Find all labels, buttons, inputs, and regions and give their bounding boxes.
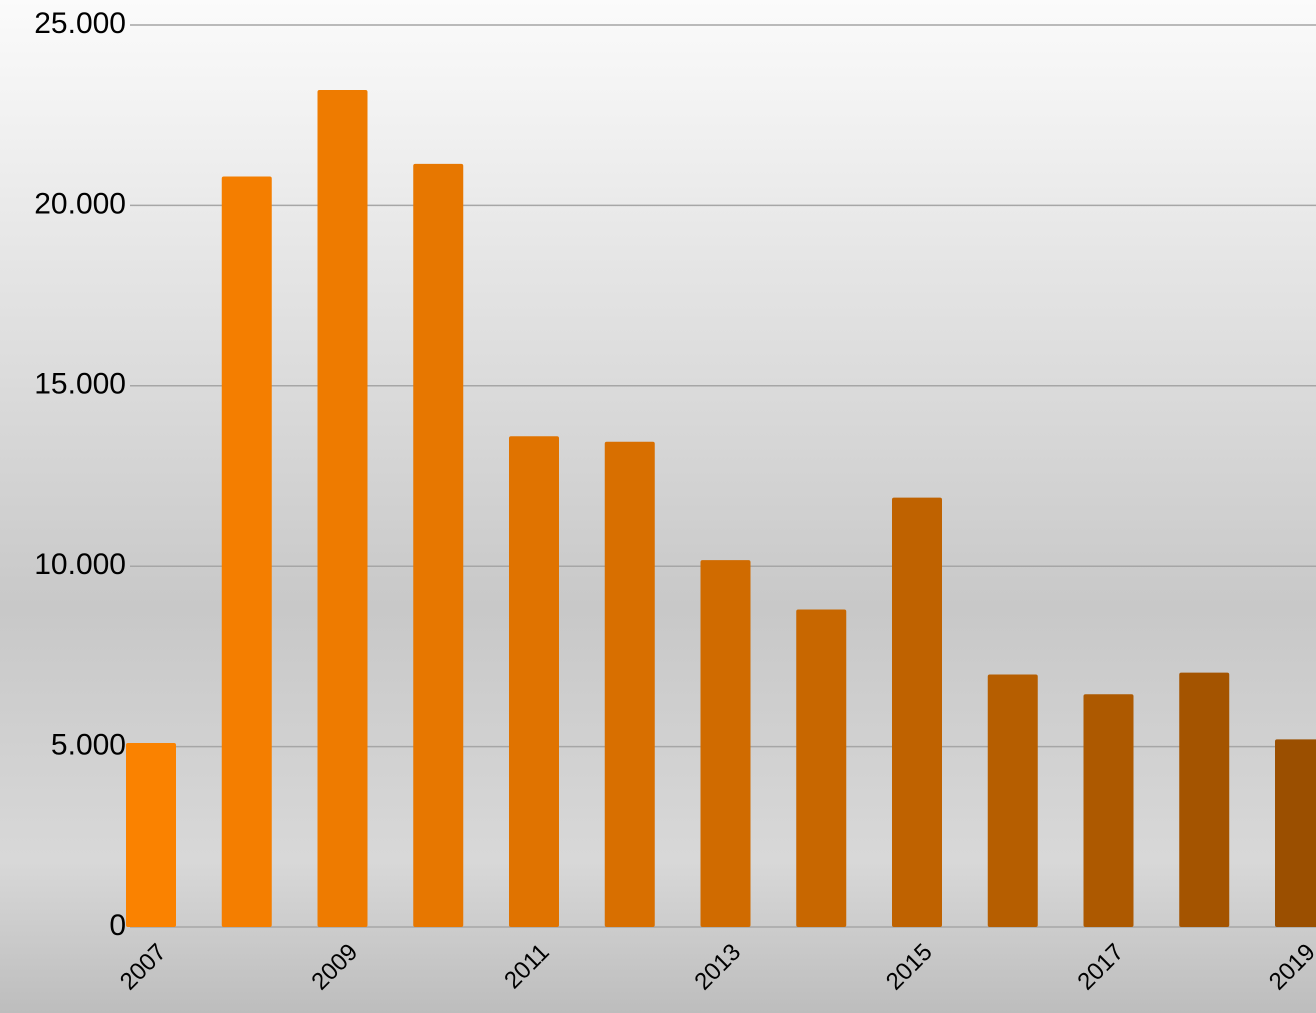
bar: [317, 89, 368, 928]
bar: [126, 742, 176, 927]
y-tick-label: 15.000: [34, 368, 126, 401]
bar: [700, 560, 751, 927]
y-tick-label: 5.000: [51, 729, 126, 762]
bar: [1275, 739, 1316, 927]
y-tick-label: 25.000: [34, 7, 126, 40]
bar: [892, 497, 942, 927]
bar: [796, 609, 847, 927]
bar: [1083, 694, 1134, 927]
bar: [221, 176, 272, 927]
bar: [1179, 672, 1230, 927]
bar: [509, 436, 559, 927]
y-tick-label: 0: [109, 909, 126, 942]
bar: [604, 441, 655, 927]
bar: [987, 674, 1038, 927]
y-tick-label: 10.000: [34, 548, 126, 581]
y-tick-label: 20.000: [34, 187, 126, 220]
bar: [413, 163, 464, 927]
